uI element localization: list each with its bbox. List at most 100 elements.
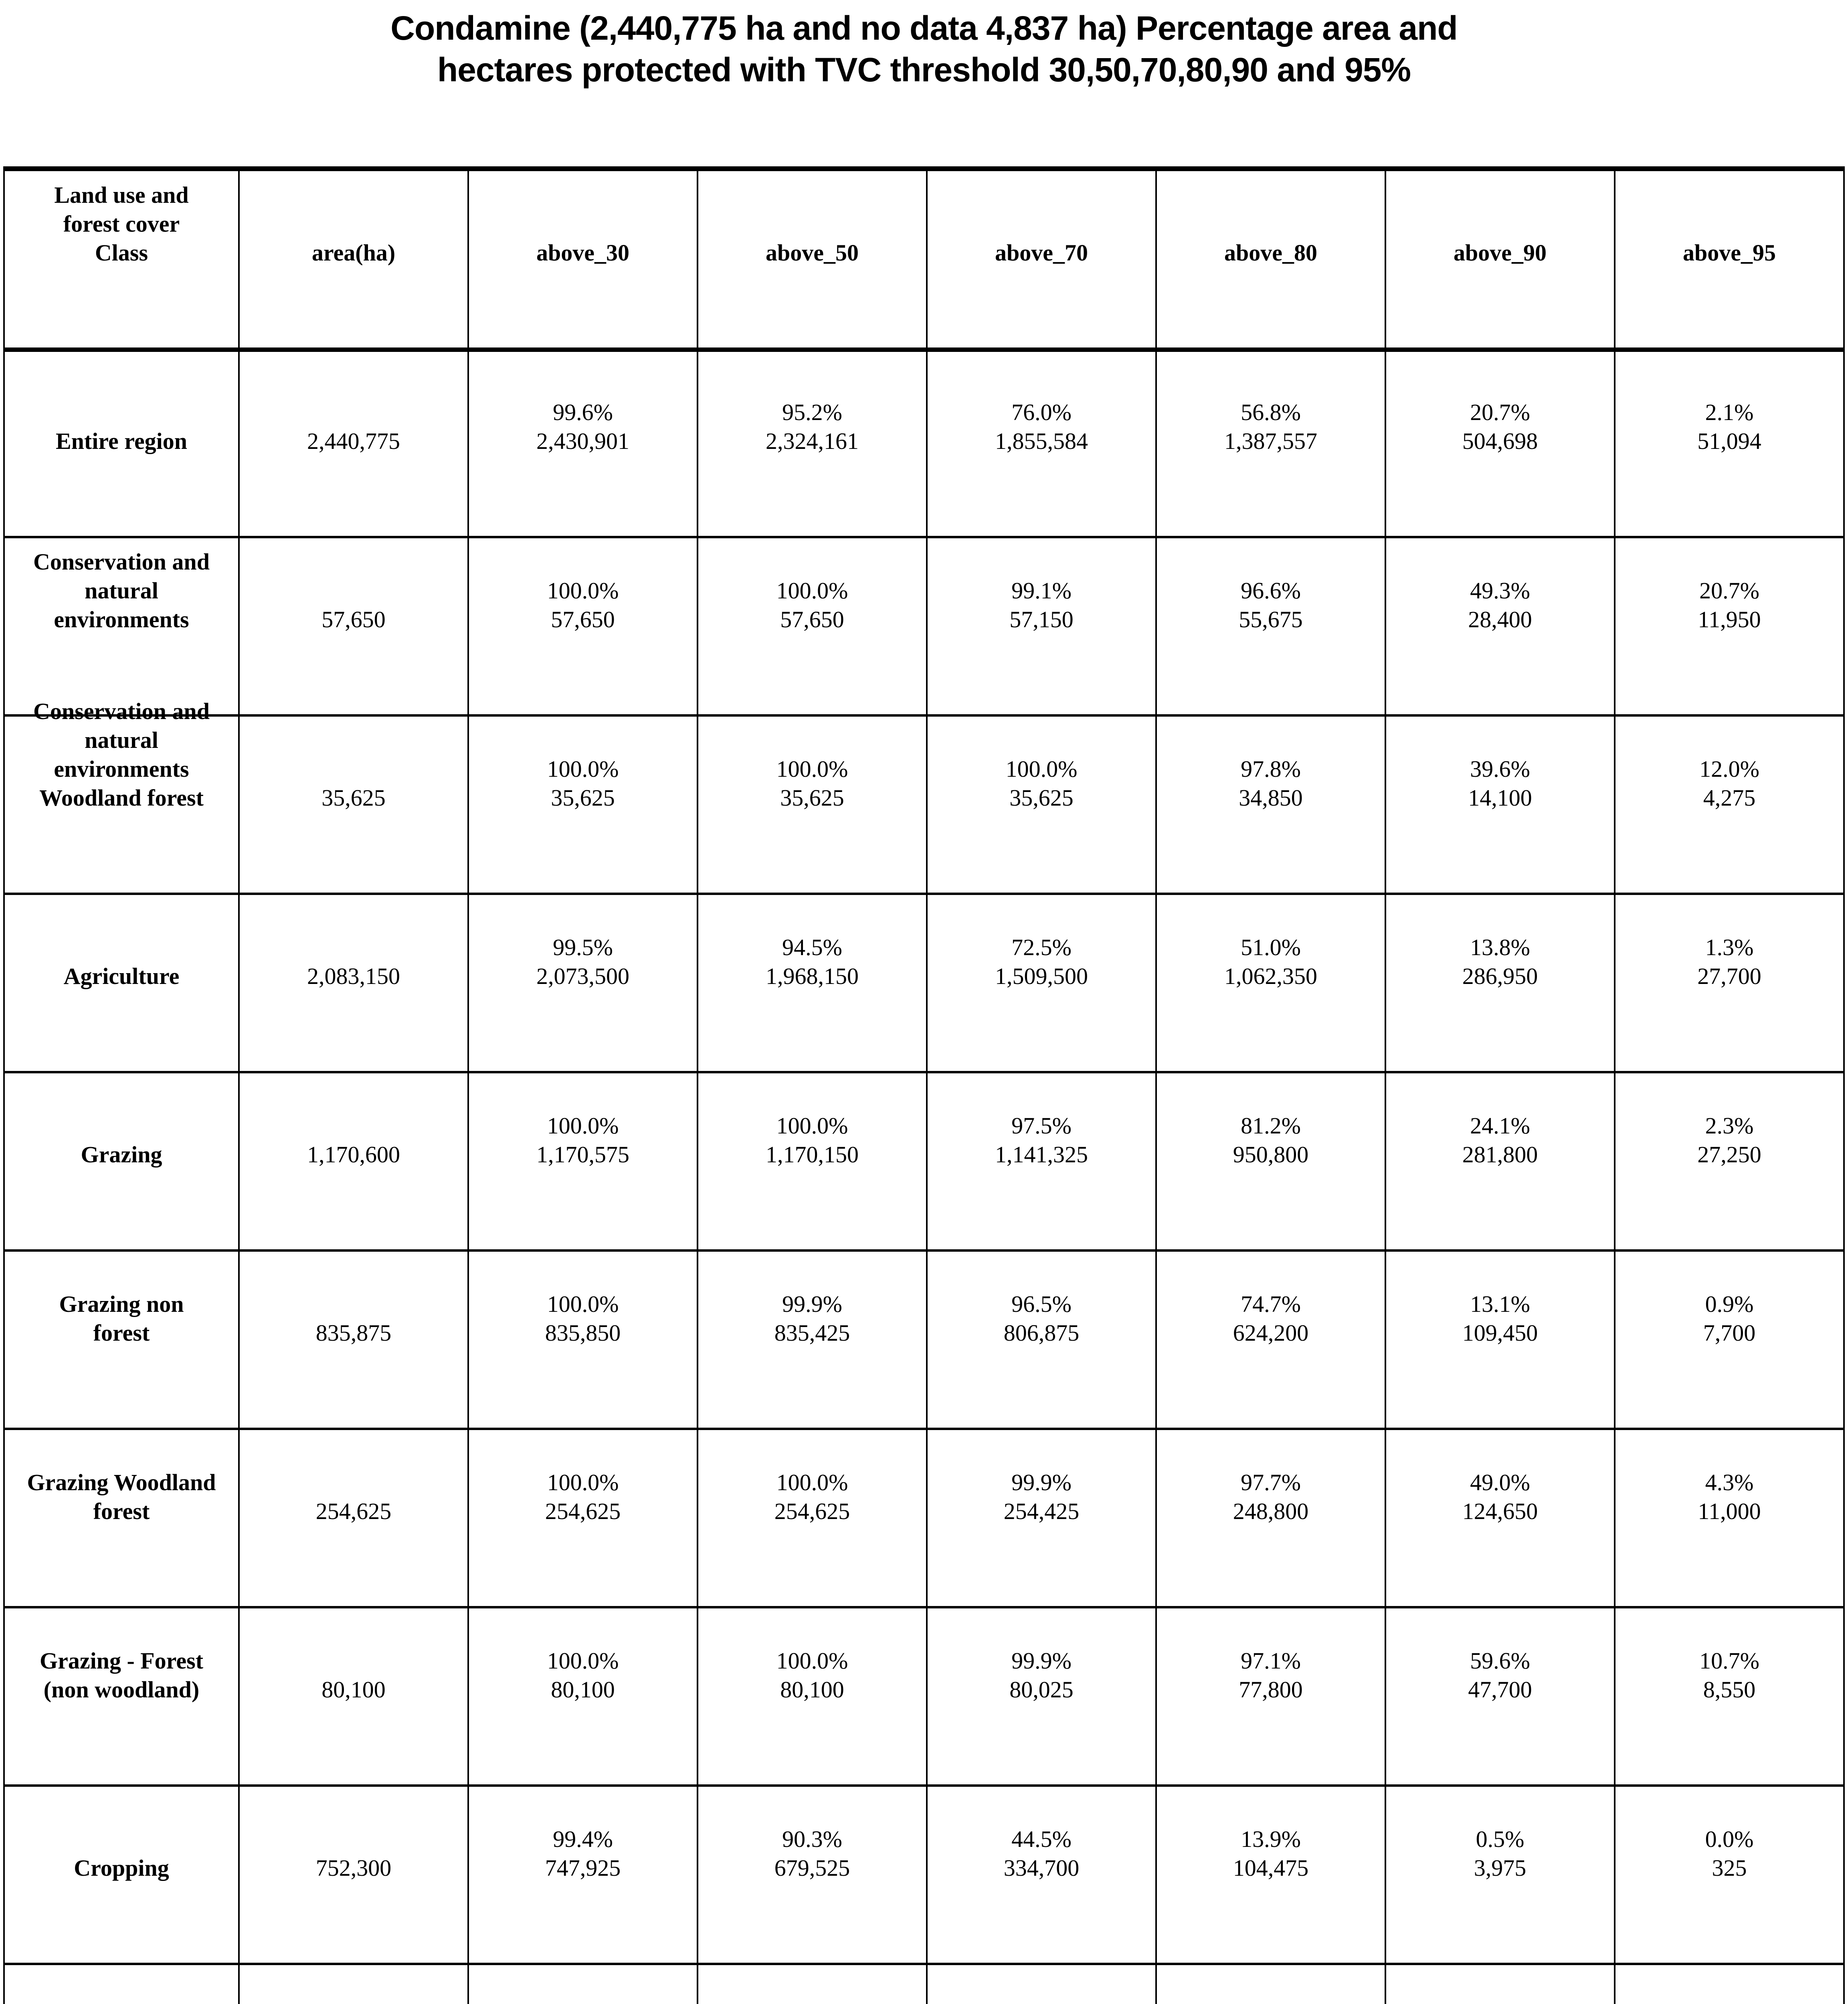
row-label-text: Grazing [81,1141,162,1168]
area-cell: 2,083,150 [238,895,467,1071]
hectares-value: 2,073,500 [536,963,629,989]
hectares-value: 77,800 [1239,1677,1303,1703]
percent-value: 100.0% [547,1648,619,1674]
column-header-above_90: above_90 [1385,171,1614,347]
threshold-cell-above_80: 4.3%6,950 [1155,1965,1385,2004]
hectares-value: 3,975 [1474,1855,1527,1881]
threshold-cell-above_30: 100.0% 57,650 [467,538,697,714]
threshold-cell-above_30: 100.0% 1,170,575 [467,1073,697,1249]
threshold-cell-above_70: 99.9% 254,425 [926,1430,1155,1606]
percent-value: 97.7% [1241,1469,1301,1495]
threshold-cell-above_50: 100.0% 1,170,150 [697,1073,926,1249]
threshold-cell-above_95: 20.7% 11,950 [1614,538,1843,714]
threshold-cell-above_30: 100.0% 35,625 [467,717,697,893]
column-header-text: above_30 [536,240,629,266]
threshold-cell-above_95: 1.3% 27,700 [1614,895,1843,1071]
hectares-value: 624,200 [1233,1320,1309,1346]
column-header-above_50: above_50 [697,171,926,347]
report-page: { "title": { "line1": "Condamine (2,440,… [0,7,1848,2004]
threshold-cell-above_30: 100.0% 254,625 [467,1430,697,1606]
percent-value: 2.3% [1705,1113,1754,1139]
column-header-text: above_80 [1224,240,1317,266]
percent-value: 49.0% [1470,1469,1530,1495]
land-use-tvc-table: Land use and forest cover Class area(ha) abo… [3,166,1845,2004]
area-cell: 159,975 [238,1965,467,2004]
table-row: Grazing 1,170,600 100.0% 1,170,575 100.0% 1,1… [5,1073,1843,1252]
hectares-value: 57,650 [780,606,844,632]
hectares-value: 1,509,500 [995,963,1088,989]
table-row: Grazing Woodland forest 254,625 100.0% 254,6… [5,1430,1843,1608]
threshold-cell-above_50: 95.2% 2,324,161 [697,352,926,536]
hectares-value: 35,625 [780,785,844,811]
threshold-cell-above_70: 96.5% 806,875 [926,1252,1155,1428]
row-label: Grazing [5,1073,238,1249]
hectares-value: 1,170,575 [536,1141,629,1168]
threshold-cell-above_95: 12.0% 4,275 [1614,717,1843,893]
row-label-text: Grazing Woodland [27,1469,216,1495]
percent-value: 10.7% [1699,1648,1759,1674]
hectares-value: 1,170,150 [766,1141,859,1168]
hectares-value: 2,324,161 [766,428,859,454]
area-value: 2,083,150 [307,963,400,989]
hectares-value: 34,850 [1239,785,1303,811]
hectares-value: 124,650 [1462,1498,1538,1524]
percent-value: 100.0% [1005,756,1078,782]
percent-value: 97.8% [1241,756,1301,782]
hectares-value: 7,700 [1703,1320,1756,1346]
threshold-cell-above_70: 99.9% 80,025 [926,1608,1155,1784]
threshold-cell-above_95: 2.3% 27,250 [1614,1073,1843,1249]
percent-value: 99.9% [1011,1469,1072,1495]
threshold-cell-above_95: 0.0% 325 [1614,1787,1843,1963]
percent-value: 12.0% [1699,756,1759,782]
row-label-text: (non woodland) [43,1677,200,1703]
column-header-text: above_70 [995,240,1088,266]
threshold-cell-above_70: 100.0% 35,625 [926,717,1155,893]
threshold-cell-above_95: 10.7% 8,550 [1614,1608,1843,1784]
hectares-value: 109,450 [1462,1320,1538,1346]
hectares-value: 27,700 [1697,963,1761,989]
hectares-value: 80,025 [1009,1677,1074,1703]
column-header-class: Land use and forest cover Class [5,171,238,347]
percent-value: 100.0% [547,578,619,604]
area-cell: 1,170,600 [238,1073,467,1249]
row-label-text: Conservation and [33,549,210,575]
table-row: Agriculture 2,083,150 99.5% 2,073,500 94.5% 1… [5,895,1843,1073]
percent-value: 99.9% [1011,1648,1072,1674]
table-header-row: Land use and forest cover Class area(ha) abo… [5,171,1843,352]
row-label: Grazing - Forest (non woodland) [5,1608,238,1784]
row-label: Irrigation [5,1965,238,2004]
percent-value: 44.5% [1011,1826,1072,1852]
table-row: Grazing non forest 835,875 100.0% 835,850 99.… [5,1252,1843,1430]
area-value: 1,170,600 [307,1141,400,1168]
column-header-above_80: above_80 [1155,171,1385,347]
table-row: Grazing - Forest (non woodland) 80,100 100.… [5,1608,1843,1787]
column-header-text: Class [95,240,148,266]
threshold-cell-above_30: 99.4% 747,925 [467,1787,697,1963]
percent-value: 13.8% [1470,934,1530,960]
row-label-text: Woodland forest [39,785,204,811]
hectares-value: 11,000 [1698,1498,1761,1524]
threshold-cell-above_50: 99.9% 835,425 [697,1252,926,1428]
percent-value: 90.3% [782,1826,842,1852]
percent-value: 4.3% [1705,1469,1754,1495]
percent-value: 56.8% [1241,399,1301,425]
row-label: Agriculture [5,895,238,1071]
percent-value: 51.0% [1241,934,1301,960]
column-header-text: forest cover [63,211,180,237]
row-label: Conservation and natural environments Woodl… [5,698,238,893]
percent-value: 39.6% [1470,756,1530,782]
column-header-above_30: above_30 [467,171,697,347]
percent-value: 99.9% [782,1291,842,1317]
row-label-text: forest [93,1498,150,1524]
percent-value: 81.2% [1241,1113,1301,1139]
row-label: Grazing Woodland forest [5,1430,238,1606]
percent-value: 100.0% [776,1469,848,1495]
hectares-value: 11,950 [1698,606,1761,632]
percent-value: 100.0% [547,1469,619,1495]
percent-value: 59.6% [1470,1648,1530,1674]
hectares-value: 80,100 [551,1677,615,1703]
percent-value: 95.2% [782,399,842,425]
hectares-value: 950,800 [1233,1141,1309,1168]
hectares-value: 679,525 [774,1855,850,1881]
threshold-cell-above_50: 100.0% 254,625 [697,1430,926,1606]
